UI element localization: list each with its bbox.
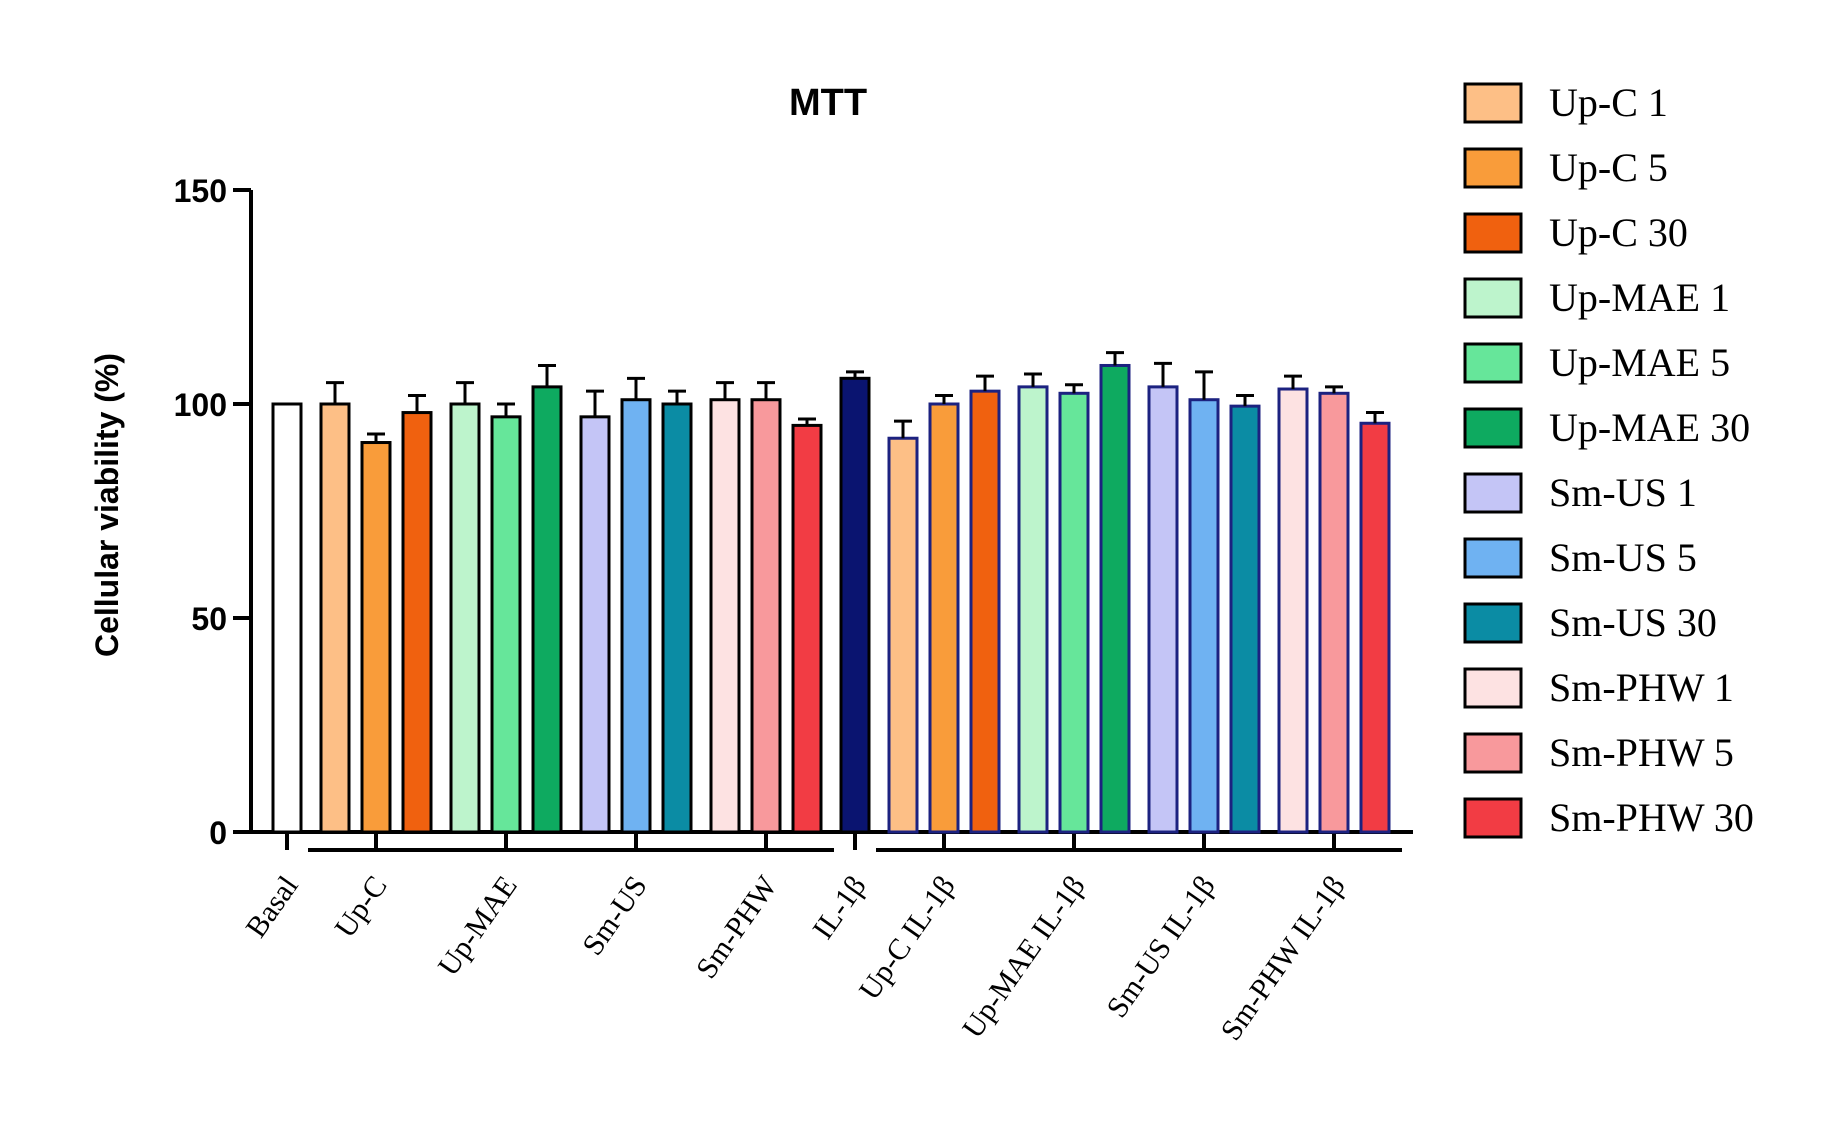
bar: [887, 436, 919, 834]
bar: [319, 402, 351, 834]
bar: [490, 415, 522, 834]
bar: [1277, 387, 1309, 834]
legend-label: Up-C 5: [1549, 145, 1668, 190]
axes: 0 50 100 150: [174, 173, 1413, 852]
bar: [791, 423, 823, 834]
x-tick-label: Sm-US IL-1β: [1100, 870, 1221, 1024]
x-tick-label: Up-MAE: [432, 870, 524, 982]
bar: [449, 402, 481, 834]
legend-swatch: [1463, 82, 1523, 124]
legend-label: Up-MAE 1: [1549, 275, 1730, 320]
chart-title: MTT: [789, 82, 867, 124]
bar: [1229, 404, 1261, 834]
x-tick-label: Up-MAE IL-1β: [956, 870, 1092, 1044]
legend-swatch: [1463, 342, 1523, 384]
legend-label: Up-MAE 5: [1549, 340, 1730, 385]
legend-label: Up-MAE 30: [1549, 405, 1750, 450]
legend-label: Up-C 1: [1549, 80, 1668, 125]
y-tick-label: 150: [174, 173, 227, 209]
bar: [271, 402, 303, 834]
legend-label: Sm-PHW 30: [1549, 795, 1754, 840]
legend-swatch: [1463, 797, 1523, 839]
bar: [969, 389, 1001, 834]
bar: [401, 411, 433, 834]
bar: [1147, 385, 1179, 834]
bar: [750, 398, 782, 834]
legend-label: Sm-PHW 1: [1549, 665, 1734, 710]
legend-swatch: [1463, 537, 1523, 579]
legend-swatch: [1463, 277, 1523, 319]
y-tick-label: 50: [191, 601, 227, 637]
bar: [1017, 385, 1049, 834]
bar: [360, 441, 392, 834]
legend-swatch: [1463, 407, 1523, 449]
legend: Up-C 1 Up-C 5 Up-C 30 Up-MAE 1 Up-MAE 5 Up-MA…: [1463, 80, 1754, 840]
bar: [1318, 391, 1350, 834]
legend-swatch: [1463, 602, 1523, 644]
x-tick-label: Sm-PHW IL-1β: [1214, 870, 1351, 1046]
legend-swatch: [1463, 147, 1523, 189]
y-tick-label: 0: [209, 815, 227, 851]
legend-label: Sm-US 1: [1549, 470, 1697, 515]
bar: [709, 398, 741, 834]
legend-swatch: [1463, 472, 1523, 514]
bar: [1359, 421, 1391, 834]
x-tick-label: IL-1β: [806, 870, 872, 945]
legend-swatch: [1463, 212, 1523, 254]
x-tick-label: Sm-US: [576, 870, 654, 961]
bar: [839, 376, 871, 834]
bars: [271, 351, 1391, 834]
x-tick-label: Up-C: [328, 870, 393, 944]
x-tick-label: Sm-PHW: [690, 870, 784, 985]
legend-swatch: [1463, 667, 1523, 709]
bar: [579, 415, 611, 834]
bar: [1188, 398, 1220, 834]
y-axis-label: Cellular viability (%): [89, 353, 125, 657]
x-tick-label: Basal: [239, 870, 304, 944]
bar: [1099, 363, 1131, 834]
legend-label: Sm-US 30: [1549, 600, 1717, 645]
bar: [531, 385, 563, 834]
y-tick-label: 100: [174, 387, 227, 423]
legend-swatch: [1463, 732, 1523, 774]
legend-label: Sm-US 5: [1549, 535, 1697, 580]
bar: [661, 402, 693, 834]
bar: [1058, 391, 1090, 834]
legend-label: Up-C 30: [1549, 210, 1688, 255]
bar: [928, 402, 960, 834]
legend-label: Sm-PHW 5: [1549, 730, 1734, 775]
bar: [620, 398, 652, 834]
